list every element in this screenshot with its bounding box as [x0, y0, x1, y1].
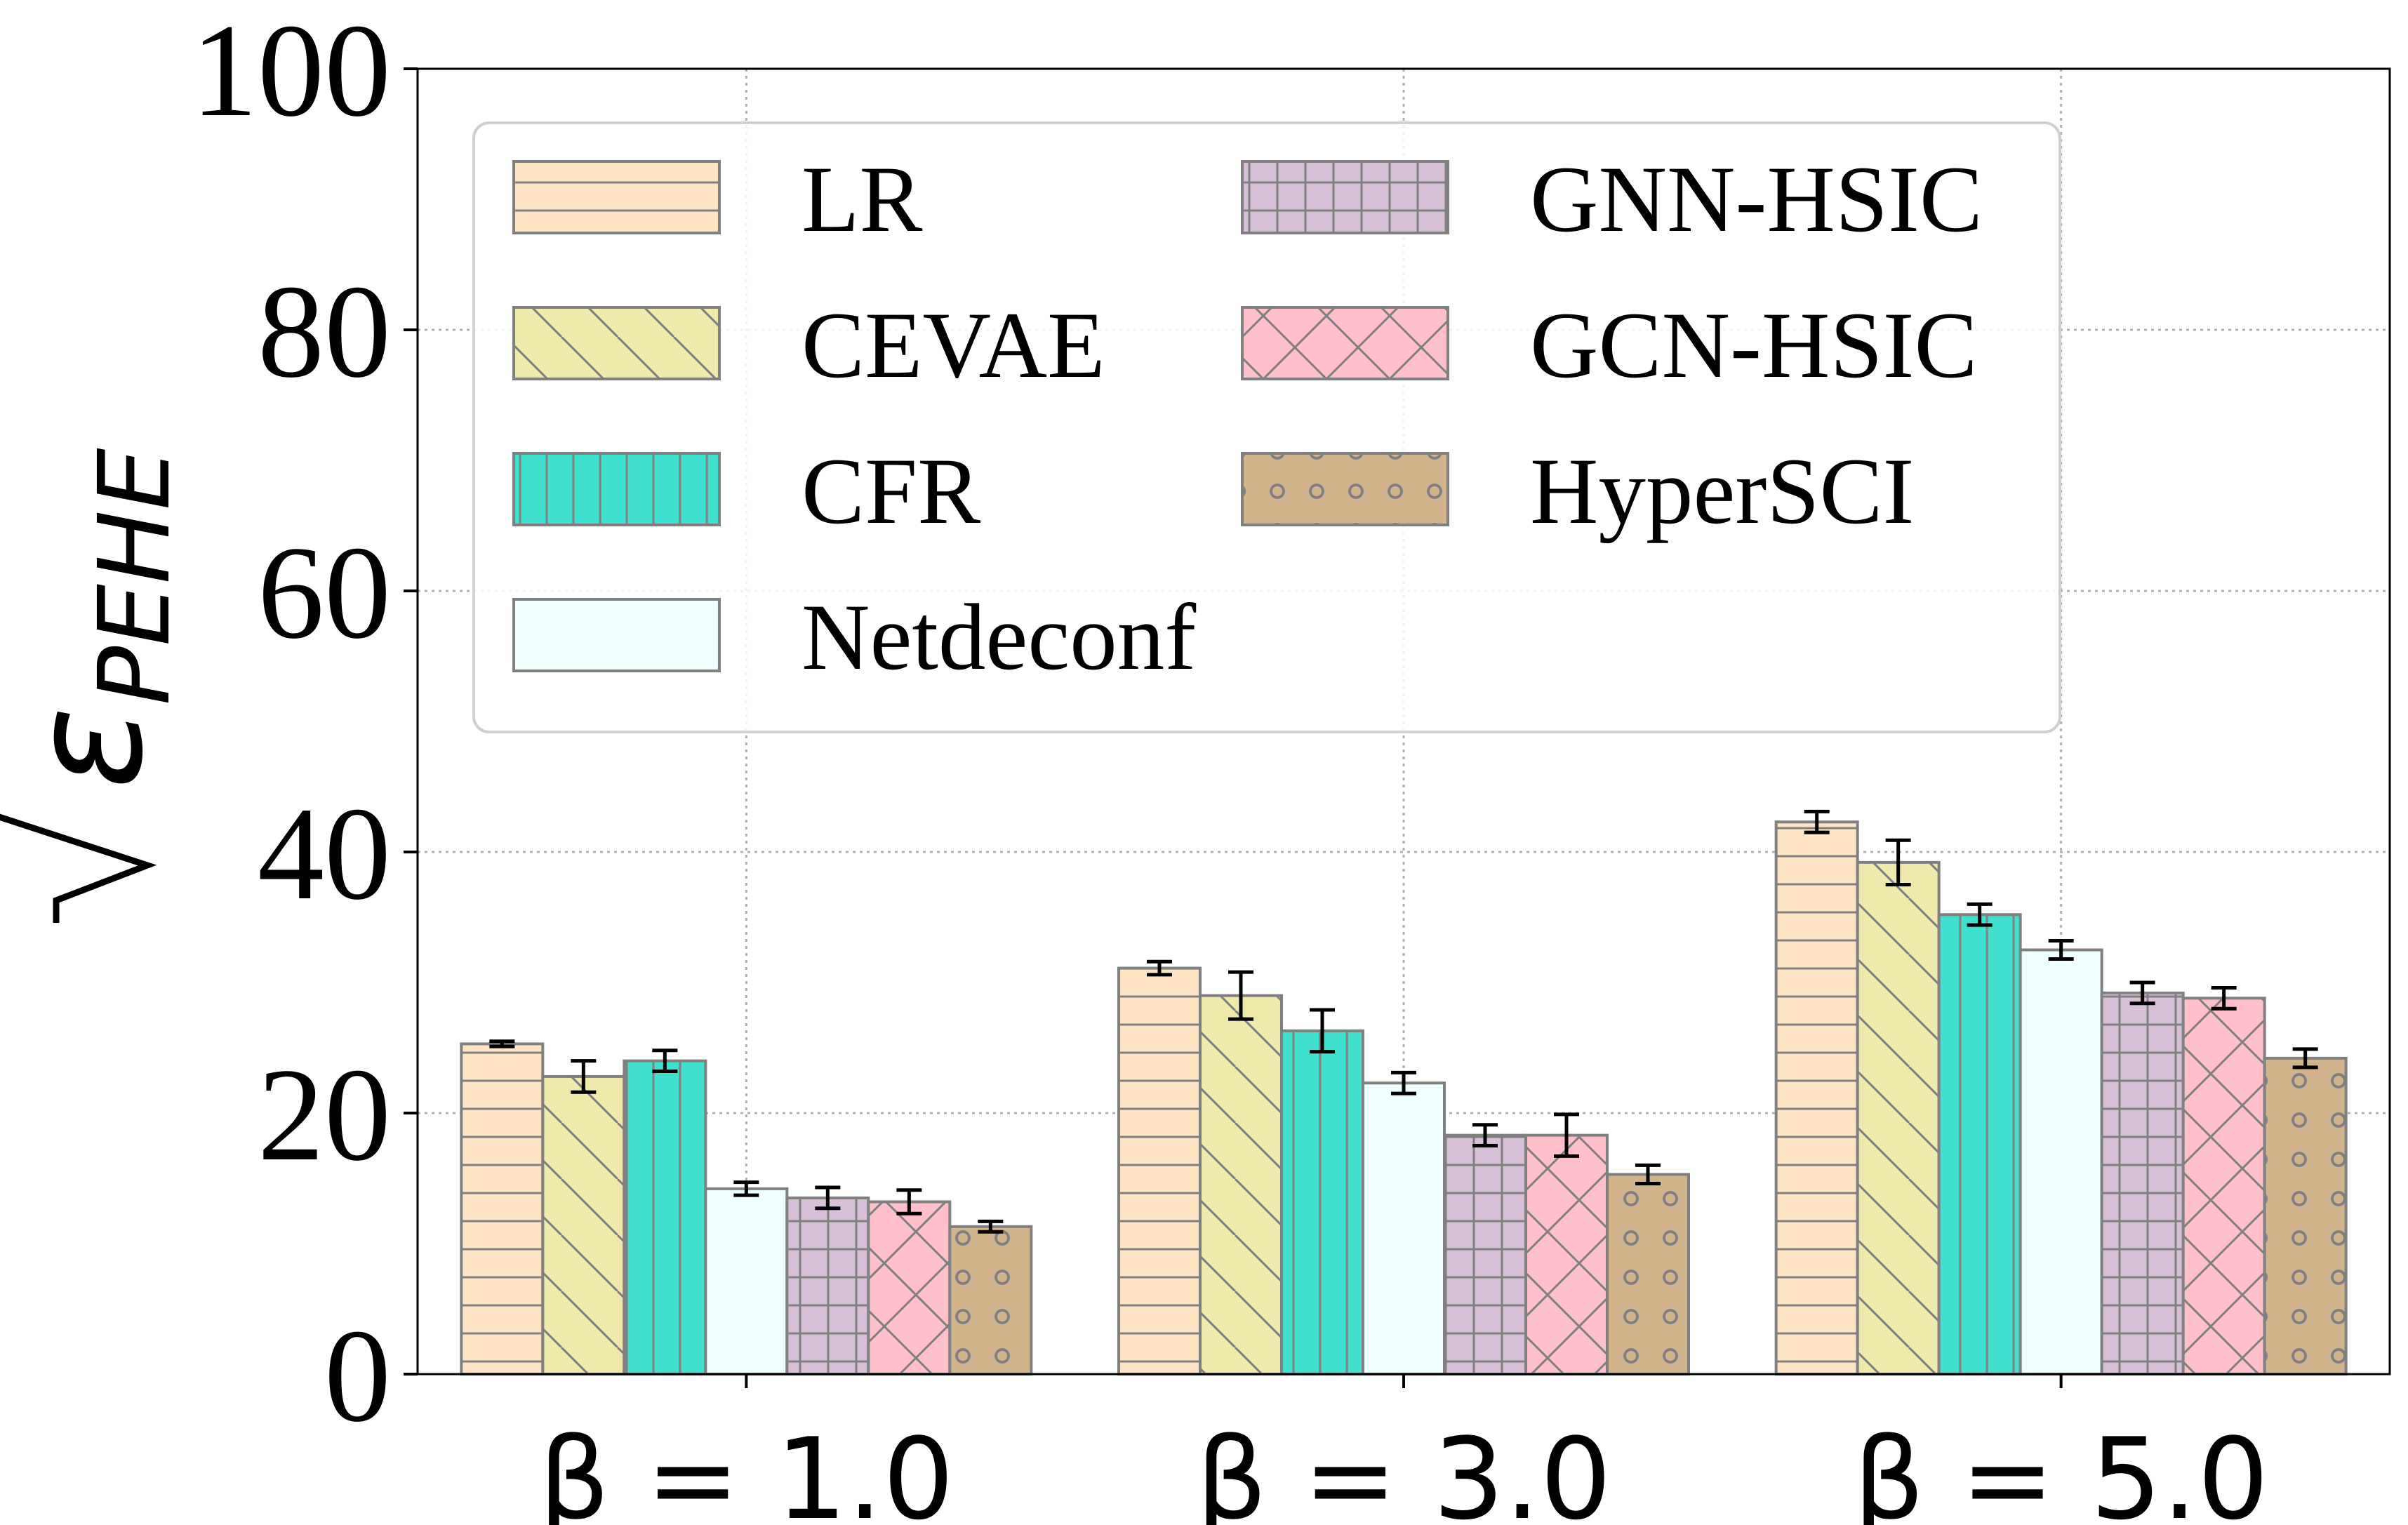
- legend-swatch: [514, 599, 719, 671]
- error-bar-cevae-0: [571, 1059, 597, 1094]
- bar-lr-1: [1117, 966, 1202, 1376]
- bar-hatch: [787, 1197, 869, 1374]
- bar-hatch: [543, 1076, 625, 1374]
- y-tick-label: 60: [258, 519, 391, 667]
- error-bar-lr-0: [489, 1039, 515, 1048]
- legend-label: HyperSCI: [1530, 439, 1914, 544]
- radical-sign: [0, 460, 157, 923]
- error-bar-lr-1: [1147, 959, 1172, 977]
- bar-lr-2: [1774, 820, 1859, 1376]
- bar-hypersci-2: [2263, 1056, 2348, 1376]
- bar-netdeconf-1: [1362, 1081, 1446, 1376]
- bar-netdeconf-2: [2018, 948, 2103, 1376]
- bar-hatch: [1526, 1135, 1607, 1374]
- legend-label: GNN-HSIC: [1530, 147, 1983, 252]
- bar-hatch: [1607, 1174, 1689, 1374]
- error-bar-hypersci-0: [978, 1219, 1004, 1234]
- bar-hypersci-0: [948, 1225, 1033, 1376]
- y-tick-label: 20: [258, 1041, 391, 1189]
- y-axis-label-subscript: PEHE: [78, 448, 192, 705]
- bar-gnn-hsic-0: [785, 1196, 870, 1376]
- y-tick-label: 100: [191, 0, 391, 145]
- legend-item-cfr: CFR: [512, 439, 980, 544]
- y-tick-label: 0: [324, 1303, 391, 1450]
- error-bar-netdeconf-1: [1391, 1070, 1416, 1096]
- bar-hatch: [1282, 1030, 1363, 1374]
- bar-hatch: [2264, 1058, 2346, 1374]
- x-tick-label: β = 5.0: [1853, 1413, 2268, 1525]
- bar-cevae-2: [1856, 860, 1941, 1376]
- legend-label: Netdeconf: [801, 585, 1196, 690]
- x-tick-label: β = 1.0: [538, 1413, 954, 1525]
- error-bar-lr-2: [1804, 809, 1830, 834]
- x-axis: β = 1.0 β = 3.0 β = 5.0: [538, 1374, 2269, 1525]
- legend-label: LR: [801, 147, 923, 252]
- error-bar-gcn-hsic-1: [1554, 1112, 1579, 1158]
- error-bar-cfr-1: [1310, 1008, 1335, 1054]
- bar-cfr-2: [1937, 913, 2022, 1376]
- bar-cevae-0: [541, 1074, 626, 1376]
- bar-netdeconf-0: [704, 1187, 789, 1376]
- bar-hatch: [1938, 914, 2021, 1374]
- error-bar-gnn-hsic-2: [2129, 980, 2155, 1006]
- bar-hatch: [1857, 862, 1939, 1374]
- bar-gcn-hsic-1: [1524, 1133, 1609, 1376]
- error-bar-cevae-2: [1885, 838, 1911, 886]
- y-axis-label: √ ε PEHE: [0, 448, 192, 923]
- bar-hatch: [2183, 998, 2265, 1374]
- bar-gnn-hsic-1: [1443, 1133, 1527, 1376]
- y-tick-label: 40: [258, 780, 391, 928]
- bar-gcn-hsic-2: [2181, 997, 2266, 1376]
- bar-hatch: [461, 1044, 543, 1374]
- error-bar-gnn-hsic-1: [1472, 1123, 1498, 1147]
- bar-hatch: [2101, 992, 2183, 1374]
- bar-gnn-hsic-2: [2100, 991, 2185, 1376]
- bar-hatch: [950, 1226, 1032, 1374]
- bar-hatch: [624, 1060, 706, 1374]
- error-bar-cevae-1: [1228, 970, 1253, 1021]
- errorbars-layer: [489, 809, 2318, 1234]
- error-bar-gnn-hsic-0: [815, 1185, 841, 1211]
- bar-gcn-hsic-0: [867, 1200, 952, 1376]
- legend: LR CEVAE CFR Netdeconf GNN-HSIC GCN-HSIC Hyper…: [472, 121, 2061, 733]
- bar-fill: [705, 1188, 787, 1374]
- y-axis-label-symbol: ε: [0, 706, 177, 790]
- legend-label: CEVAE: [801, 293, 1105, 398]
- bar-lr-0: [460, 1042, 545, 1376]
- bar-hatch: [1119, 968, 1200, 1374]
- legend-frame: [472, 121, 2061, 733]
- bar-hatch: [1776, 822, 1858, 1374]
- bar-fill: [1363, 1083, 1444, 1374]
- error-bar-hypersci-1: [1635, 1163, 1661, 1185]
- legend-label: CFR: [801, 439, 980, 544]
- bar-hatch: [1200, 995, 1282, 1374]
- legend-item-gcn-hsic: GCN-HSIC: [1241, 293, 1978, 398]
- bar-cfr-1: [1280, 1029, 1364, 1376]
- x-tick-label: β = 3.0: [1196, 1413, 1611, 1525]
- legend-item-hypersci: HyperSCI: [1241, 439, 1914, 544]
- y-axis: 0 20 40 60 80 100: [191, 0, 418, 1450]
- error-bar-cfr-2: [1967, 902, 1993, 927]
- legend-label: GCN-HSIC: [1530, 293, 1978, 398]
- bars-layer: [460, 820, 2348, 1376]
- error-bar-gcn-hsic-2: [2211, 985, 2237, 1011]
- bar-cevae-1: [1199, 994, 1283, 1376]
- error-bar-netdeconf-0: [733, 1180, 759, 1197]
- y-tick-label: 80: [258, 258, 391, 406]
- legend-item-gnn-hsic: GNN-HSIC: [1241, 147, 1983, 252]
- bar-hatch: [1444, 1135, 1526, 1374]
- error-bar-gcn-hsic-0: [896, 1188, 922, 1216]
- legend-item-cevae: CEVAE: [512, 293, 1105, 398]
- error-bar-cfr-0: [652, 1048, 678, 1073]
- bar-hypersci-1: [1606, 1173, 1690, 1376]
- error-bar-netdeconf-2: [2048, 938, 2074, 961]
- bar-fill: [2020, 950, 2102, 1374]
- legend-item-netdeconf: Netdeconf: [512, 585, 1196, 690]
- bar-hatch: [868, 1201, 950, 1374]
- legend-item-lr: LR: [512, 147, 923, 252]
- bar-cfr-0: [623, 1059, 707, 1376]
- error-bar-hypersci-2: [2292, 1047, 2318, 1070]
